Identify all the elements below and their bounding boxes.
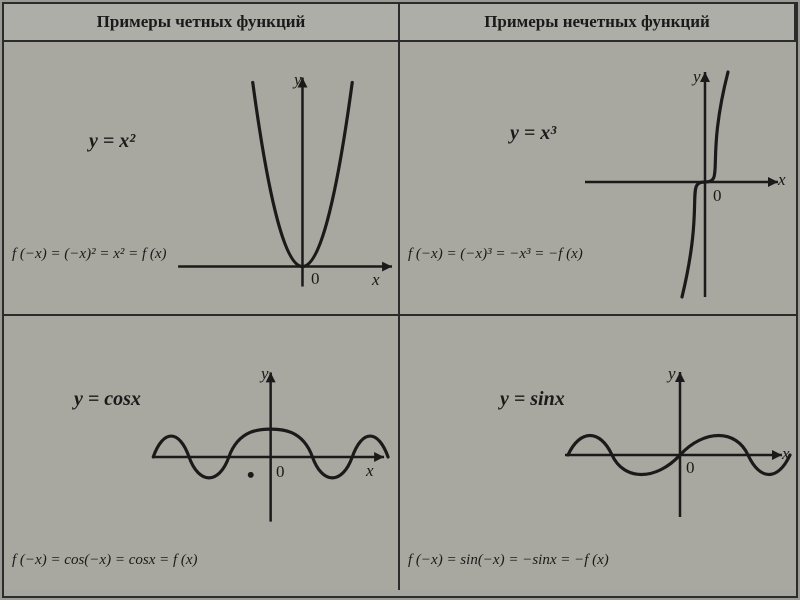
origin-label: 0	[276, 462, 285, 482]
origin-label: 0	[686, 458, 695, 478]
y-axis-label: y	[668, 364, 676, 384]
x-axis-label: x	[782, 444, 790, 464]
origin-label: 0	[713, 186, 722, 206]
fn-label: y = cosx	[74, 388, 141, 411]
chart-cubic	[400, 42, 796, 314]
equation: f (−x) = sin(−x) = −sinx = −f (x)	[408, 552, 609, 569]
header-odd: Примеры нечетных функций	[400, 4, 796, 42]
cell-even-cos: y = cosx y x 0 f (−x) = cos(−x) = cosx =…	[4, 316, 400, 590]
chart-cosine	[4, 316, 398, 590]
equation: f (−x) = cos(−x) = cosx = f (x)	[12, 552, 198, 569]
header-even: Примеры четных функций	[4, 4, 400, 42]
cell-odd-sin: y = sinx y x 0 f (−x) = sin(−x) = −sinx …	[400, 316, 796, 590]
x-axis-label: x	[366, 461, 374, 481]
y-axis-label: y	[693, 67, 701, 87]
fn-label: y = x²	[89, 130, 135, 153]
cell-even-x2: y = x² y x 0 f (−x) = (−x)² = x² = f (x)	[4, 42, 400, 316]
equation: f (−x) = (−x)² = x² = f (x)	[12, 246, 167, 263]
fn-label: y = x³	[510, 122, 556, 145]
chart-parabola	[4, 42, 398, 314]
y-axis-label: y	[294, 70, 302, 90]
chart-sine	[400, 316, 796, 590]
x-axis-label: x	[372, 270, 380, 290]
fn-label: y = sinx	[500, 388, 565, 411]
x-axis-label: x	[778, 170, 786, 190]
equation: f (−x) = (−x)³ = −x³ = −f (x)	[408, 246, 583, 263]
cell-odd-x3: y = x³ y x 0 f (−x) = (−x)³ = −x³ = −f (…	[400, 42, 796, 316]
y-axis-label: y	[261, 364, 269, 384]
origin-label: 0	[311, 269, 320, 289]
function-examples-table: Примеры четных функций Примеры нечетных …	[2, 2, 798, 598]
